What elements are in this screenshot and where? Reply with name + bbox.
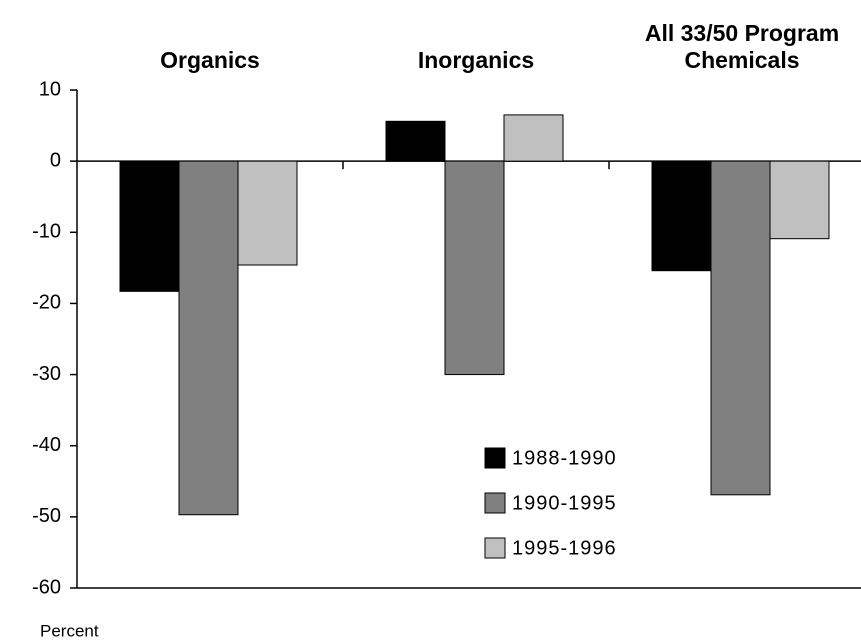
bar bbox=[385, 120, 446, 162]
bar bbox=[119, 160, 180, 292]
bar bbox=[651, 160, 712, 272]
bar bbox=[237, 160, 298, 266]
y-tick-label: -50 bbox=[32, 505, 61, 527]
y-tick-label: 10 bbox=[39, 78, 61, 100]
bar bbox=[178, 160, 239, 516]
category-label: Inorganics bbox=[417, 47, 535, 73]
y-tick-label: -30 bbox=[32, 363, 61, 385]
bar bbox=[710, 160, 771, 496]
legend-label: 1990-1995 bbox=[512, 492, 617, 514]
y-tick-label: -40 bbox=[32, 434, 61, 456]
legend-swatch bbox=[484, 492, 506, 514]
legend-label: 1995-1996 bbox=[512, 537, 617, 559]
category-label-box: All 33/50 Program Chemicals bbox=[644, 20, 840, 73]
legend-swatch bbox=[484, 447, 506, 469]
bar bbox=[503, 114, 564, 162]
legend-swatch bbox=[484, 537, 506, 559]
bar bbox=[769, 160, 830, 240]
category-label-box: Organics bbox=[160, 47, 260, 73]
category-label: All 33/50 Program Chemicals bbox=[644, 20, 840, 73]
category-label-box: Inorganics bbox=[417, 47, 535, 73]
y-axis-label: Percent bbox=[40, 621, 99, 640]
legend-label: 1988-1990 bbox=[512, 447, 617, 469]
category-label: Organics bbox=[160, 47, 260, 73]
y-tick-label: -10 bbox=[32, 221, 61, 243]
y-tick-label: -20 bbox=[32, 292, 61, 314]
y-tick-label: -60 bbox=[32, 576, 61, 598]
y-tick-label: 0 bbox=[50, 149, 61, 171]
bar bbox=[444, 160, 505, 376]
